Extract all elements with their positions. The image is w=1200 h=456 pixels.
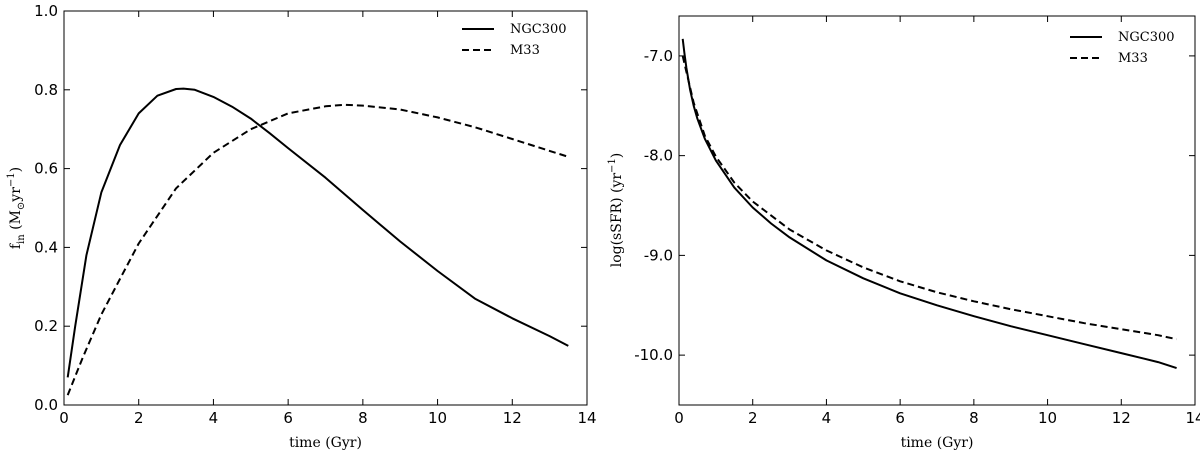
right-x-axis-label: time (Gyr)	[901, 435, 974, 451]
right-series-m33-line	[681, 55, 1177, 341]
left-x-tick-label: 0	[59, 409, 69, 427]
left-legend-m33-label: M33	[510, 43, 540, 58]
left-chart: 0 2 4 6 8 10 12 14 0.0 0.2 0.4 0.6 0.8 1.0 time (Gyr…	[6, 2, 597, 451]
left-y-tick-label: 0.2	[34, 317, 58, 335]
left-x-tick-label: 2	[134, 409, 144, 427]
left-x-tick-label: 4	[209, 409, 219, 427]
right-x-tick-label: 12	[1112, 409, 1131, 427]
left-series-group	[66, 87, 569, 396]
right-legend-ngc300-label: NGC300	[1118, 30, 1175, 45]
left-y-tick-label: 0.0	[34, 396, 58, 414]
left-x-ticks: 0 2 4 6 8 10 12 14	[59, 11, 597, 427]
left-x-axis-label: time (Gyr)	[289, 435, 362, 451]
right-y-tick-label: -7.0	[644, 47, 673, 65]
right-x-tick-label: 4	[822, 409, 832, 427]
left-y-ticks: 0.0 0.2 0.4 0.6 0.8 1.0	[34, 2, 587, 414]
left-x-tick-label: 14	[577, 409, 596, 427]
right-legend: NGC300 M33	[1070, 30, 1175, 66]
right-y-tick-label: -10.0	[634, 346, 673, 364]
right-y-tick-label: -8.0	[644, 147, 673, 165]
right-plot-frame	[678, 15, 1196, 406]
right-x-tick-label: 6	[895, 409, 905, 427]
right-y-tick-label: -9.0	[644, 246, 673, 264]
right-x-tick-label: 10	[1038, 409, 1057, 427]
left-legend: NGC300 M33	[462, 22, 567, 58]
right-x-tick-label: 0	[674, 409, 684, 427]
right-chart: 0 2 4 6 8 10 12 14 -7.0 -8.0 -9.0 -10.0 time (Gyr)…	[607, 15, 1200, 451]
right-y-axis-label: log(sSFR) (yr−1)	[607, 153, 625, 268]
left-y-tick-label: 0.8	[34, 81, 58, 99]
left-series-ngc300-line	[66, 87, 569, 378]
left-legend-ngc300-label: NGC300	[510, 22, 567, 37]
right-y-ticks: -7.0 -8.0 -9.0 -10.0	[634, 47, 1195, 364]
right-x-tick-label: 14	[1185, 409, 1200, 427]
left-y-tick-label: 1.0	[34, 2, 58, 20]
left-x-tick-label: 12	[503, 409, 522, 427]
left-plot-frame	[63, 10, 588, 406]
left-x-tick-label: 6	[283, 409, 293, 427]
right-x-ticks: 0 2 4 6 8 10 12 14	[674, 16, 1200, 427]
left-y-axis-label: fin (M⊙yr−1)	[6, 167, 27, 249]
right-legend-m33-label: M33	[1118, 51, 1148, 66]
left-y-tick-label: 0.6	[34, 160, 58, 178]
right-x-tick-label: 2	[748, 409, 758, 427]
left-x-tick-label: 10	[428, 409, 447, 427]
right-series-group	[681, 38, 1177, 370]
right-x-tick-label: 8	[969, 409, 979, 427]
left-x-tick-label: 8	[358, 409, 368, 427]
left-series-m33-line	[66, 103, 569, 396]
left-y-tick-label: 0.4	[34, 238, 58, 256]
